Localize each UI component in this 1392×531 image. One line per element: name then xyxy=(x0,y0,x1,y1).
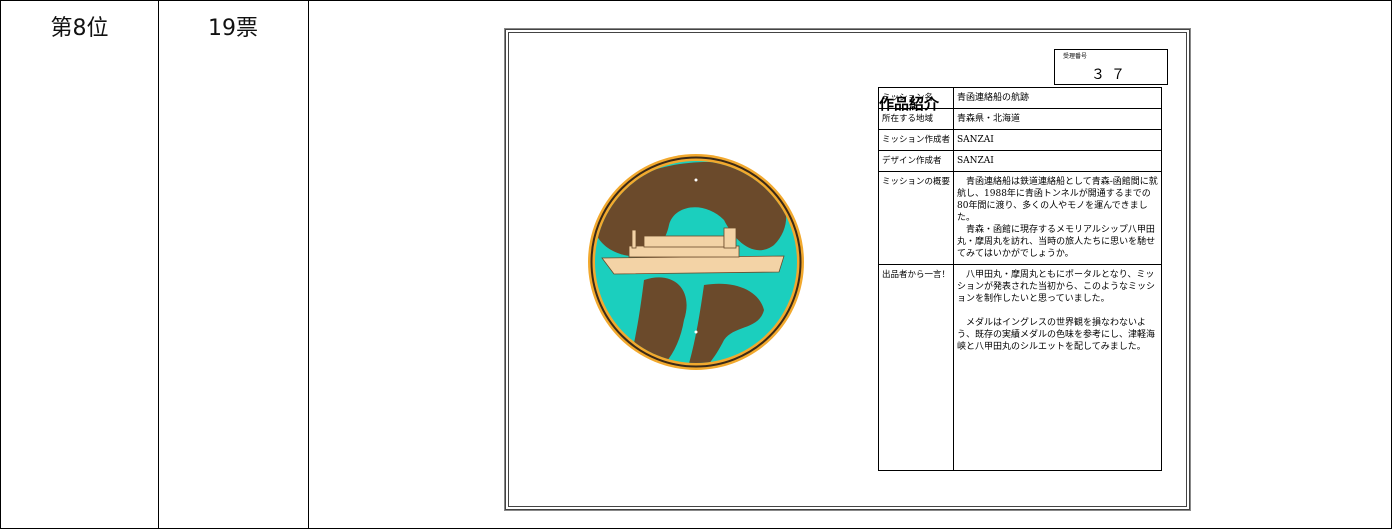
receipt-box: 受理番号 ３７ xyxy=(1054,49,1168,85)
info-row: ミッションの概要 青函連絡船は鉄道連絡船として青森-函館間に就航し、1988年に青… xyxy=(877,171,1162,265)
row-value: 青函連絡船の航跡 xyxy=(953,87,1162,109)
votes: 19票 xyxy=(208,16,258,41)
row-label: 出品者から一言！ xyxy=(877,264,955,471)
paragraph: 青森県・北海道 xyxy=(957,114,1021,124)
paragraph: メダルはイングレスの世界観を損なわないよう、既存の実績メダルの色味を参考にし、津… xyxy=(957,318,1156,352)
paragraph: 青函連絡船の航跡 xyxy=(957,93,1030,103)
info-row: ミッション作成者 SANZAI xyxy=(877,129,1162,151)
receipt-number: ３７ xyxy=(1091,67,1131,83)
info-row: 出品者から一言！ 八甲田丸・摩周丸ともにポータルとなり、ミッションが発表された当初… xyxy=(877,264,1162,471)
rank-cell: 第8位 xyxy=(0,0,159,529)
row-label: デザイン作成者 xyxy=(877,150,955,172)
info-row: 所在する地域 青森県・北海道 xyxy=(877,108,1162,130)
row-value: SANZAI xyxy=(953,150,1162,172)
entry-card: 受理番号 ３７ 作品紹介 ミッション名 青函連絡船の航跡 所在する地域 青森県・北海道… xyxy=(504,28,1191,511)
row-label: 所在する地域 xyxy=(877,108,955,130)
row-value: SANZAI xyxy=(953,129,1162,151)
paragraph: SANZAI xyxy=(957,156,994,166)
row-value: 青森県・北海道 xyxy=(953,108,1162,130)
row-label: ミッションの概要 xyxy=(877,171,955,265)
row-value: 八甲田丸・摩周丸ともにポータルとなり、ミッションが発表された当初から、このような… xyxy=(953,264,1162,471)
info-row: ミッション名 青函連絡船の航跡 xyxy=(877,87,1162,109)
top-border xyxy=(0,0,1392,1)
info-table: ミッション名 青函連絡船の航跡 所在する地域 青森県・北海道 ミッション作成者 SANZA… xyxy=(877,87,1162,471)
medal xyxy=(588,154,804,370)
row-label: ミッション名 xyxy=(877,87,955,109)
paragraph: 八甲田丸・摩周丸ともにポータルとなり、ミッションが発表された当初から、このような… xyxy=(957,270,1156,304)
paragraph: 青森・函館に現存するメモリアルシップ八甲田丸・摩周丸を訪れ、当時の旅人たちに思い… xyxy=(957,225,1156,259)
row-value: 青函連絡船は鉄道連絡船として青森-函館間に就航し、1988年に青函トンネルが開通… xyxy=(953,171,1162,265)
paragraph: 青函連絡船は鉄道連絡船として青森-函館間に就航し、1988年に青函トンネルが開通… xyxy=(957,177,1158,223)
paragraph: SANZAI xyxy=(957,135,994,145)
votes-cell: 19票 xyxy=(158,0,309,529)
receipt-label: 受理番号 xyxy=(1063,53,1088,60)
info-row: デザイン作成者 SANZAI xyxy=(877,150,1162,172)
row-label: ミッション作成者 xyxy=(877,129,955,151)
rank: 第8位 xyxy=(50,16,109,41)
